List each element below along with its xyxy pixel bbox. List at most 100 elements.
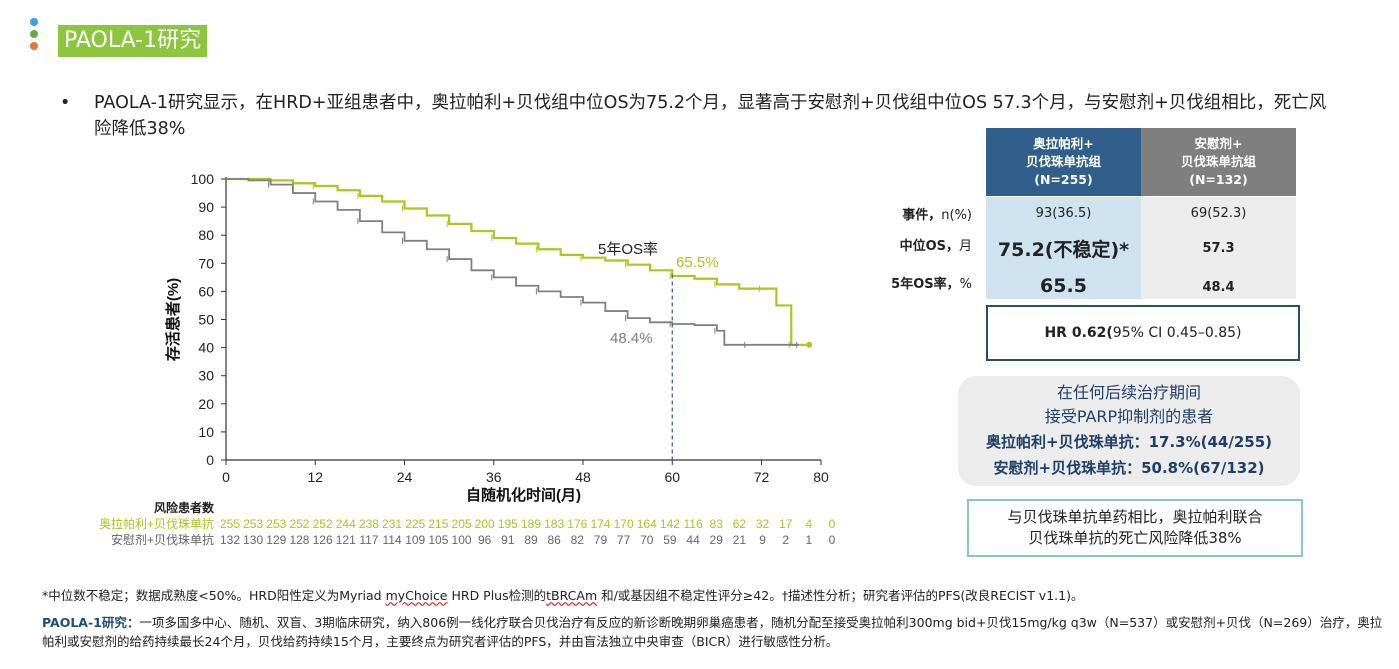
parp-line4: 安慰剂+贝伐珠单抗：50.8%(67/132) [993, 459, 1265, 477]
x-tick-label: 36 [486, 469, 502, 485]
cell-events-placebo: 69(52.3) [1190, 205, 1247, 221]
risk-count: 126 [313, 533, 333, 547]
mono-line2: 贝伐珠单抗的死亡风险降低38% [1028, 529, 1242, 547]
risk-count: 100 [452, 533, 472, 547]
row-label-5yr-os: 5年OS率，% [891, 277, 972, 292]
risk-count: 79 [594, 533, 608, 547]
y-tick-label: 50 [198, 312, 214, 328]
km-curve-placebo [226, 178, 799, 346]
parp-line2: 接受PARP抑制剂的患者 [1044, 407, 1214, 426]
table-bg-placebo [1141, 197, 1296, 299]
summary-text: PAOLA-1研究显示，在HRD+亚组患者中，奥拉帕利+贝伐组中位OS为75.2… [94, 93, 1327, 139]
x-tick-label: 60 [664, 469, 680, 485]
risk-count: 225 [405, 517, 425, 531]
risk-count: 89 [524, 533, 538, 547]
y-tick-label: 0 [206, 452, 214, 468]
page-title: PAOLA-1研究 [58, 25, 208, 57]
risk-count: 77 [617, 533, 631, 547]
x-tick-label: 48 [575, 469, 591, 485]
risk-count: 183 [544, 517, 564, 531]
placebo-5yr-value: 48.4% [610, 330, 653, 347]
risk-count: 142 [660, 517, 680, 531]
header-placebo-group: 安慰剂+ 贝伐珠单抗组 (N=132) [1141, 128, 1296, 196]
chart-annotations: 5年OS率 65.5% 48.4% [598, 241, 719, 460]
cell-5yr-olaparib: 65.5 [1040, 275, 1087, 297]
risk-count: 44 [686, 533, 700, 547]
risk-table-title: 风险患者数 [154, 500, 215, 515]
header-olaparib-line2: 贝伐珠单抗组 [1025, 154, 1101, 169]
x-axis-label: 自随机化时间(月) [466, 486, 581, 504]
risk-count: 83 [710, 517, 724, 531]
risk-count: 86 [547, 533, 561, 547]
risk-count: 2 [782, 533, 789, 547]
cell-median-olaparib: 75.2(不稳定)* [997, 238, 1130, 261]
study-description: PAOLA-1研究：一项多国多中心、随机、双盲、3期临床研究，纳入806例一线化… [42, 613, 1392, 651]
x-tick-label: 72 [754, 469, 770, 485]
risk-count: 174 [590, 517, 610, 531]
risk-count: 9 [759, 533, 766, 547]
risk-count: 238 [359, 517, 379, 531]
row-label-events: 事件，n(%) [902, 208, 972, 223]
parp-line1: 在任何后续治疗期间 [1056, 383, 1201, 402]
hazard-ratio-box: HR 0.62(95% CI 0.45–0.85) [986, 305, 1300, 361]
y-tick-label: 20 [198, 396, 214, 412]
parp-line3: 奥拉帕利+贝伐珠单抗：17.3%(44/255) [986, 433, 1272, 451]
risk-count: 121 [336, 533, 356, 547]
risk-count: 117 [359, 533, 378, 547]
y-tick-label: 90 [198, 199, 214, 215]
risk-count: 253 [266, 517, 286, 531]
header-dot-blue [30, 18, 38, 26]
y-tick-label: 30 [198, 368, 214, 384]
y-tick-label: 10 [198, 424, 214, 440]
header-olaparib-line3: (N=255) [1034, 172, 1093, 187]
risk-count: 200 [475, 517, 495, 531]
subsequent-parp-box: 在任何后续治疗期间 接受PARP抑制剂的患者 奥拉帕利+贝伐珠单抗：17.3%(… [958, 376, 1300, 486]
risk-count: 170 [614, 517, 634, 531]
row-labels: 事件，n(%) 中位OS，月 5年OS率，% [840, 197, 972, 299]
risk-count: 29 [710, 533, 724, 547]
risk-count: 96 [478, 533, 492, 547]
y-tick-label: 40 [198, 340, 214, 356]
risk-count: 252 [313, 517, 333, 531]
risk-count: 231 [382, 517, 402, 531]
study-label: PAOLA-1研究： [42, 615, 140, 630]
risk-count: 91 [501, 533, 515, 547]
risk-count: 0 [829, 533, 836, 547]
five-year-os-label: 5年OS率 [598, 241, 658, 258]
row-label-median-os: 中位OS，月 [899, 239, 972, 254]
x-tick-label: 24 [397, 469, 413, 485]
y-axis-label: 存活患者(%) [164, 278, 182, 361]
olaparib-5yr-value: 65.5% [676, 254, 719, 271]
x-tick-label: 12 [307, 469, 323, 485]
risk-count: 114 [383, 533, 402, 547]
risk-count: 252 [289, 517, 309, 531]
risk-count: 4 [806, 517, 813, 531]
y-tick-label: 80 [198, 227, 214, 243]
header-olaparib-group: 奥拉帕利+ 贝伐珠单抗组 (N=255) [986, 128, 1141, 196]
header-placebo-line2: 贝伐珠单抗组 [1180, 154, 1256, 169]
header-placebo-line1: 安慰剂+ [1194, 136, 1243, 151]
risk-count: 129 [266, 533, 286, 547]
risk-count: 130 [243, 533, 263, 547]
risk-count: 62 [733, 517, 747, 531]
risk-count: 32 [756, 517, 770, 531]
risk-count: 21 [733, 533, 747, 547]
risk-count: 244 [336, 517, 356, 531]
risk-count: 105 [428, 533, 448, 547]
risk-count: 1 [806, 533, 813, 547]
curve-end-marker [806, 341, 813, 348]
x-tick-label: 0 [222, 469, 230, 485]
header-dot-green [30, 30, 38, 38]
header-olaparib-line1: 奥拉帕利+ [1033, 136, 1094, 151]
cell-5yr-placebo: 48.4 [1202, 279, 1235, 295]
risk-count: 205 [452, 517, 472, 531]
study-text: 一项多国多中心、随机、双盲、3期临床研究，纳入806例一线化疗联合贝伐治疗有反应… [42, 615, 1383, 649]
header-dot-orange [30, 42, 38, 50]
risk-count: 17 [779, 517, 793, 531]
risk-count: 176 [567, 517, 587, 531]
risk-count: 132 [220, 533, 240, 547]
risk-count: 253 [243, 517, 263, 531]
bullet-marker: • [60, 93, 71, 113]
risk-row-label: 奥拉帕利+贝伐珠单抗 [99, 516, 214, 531]
